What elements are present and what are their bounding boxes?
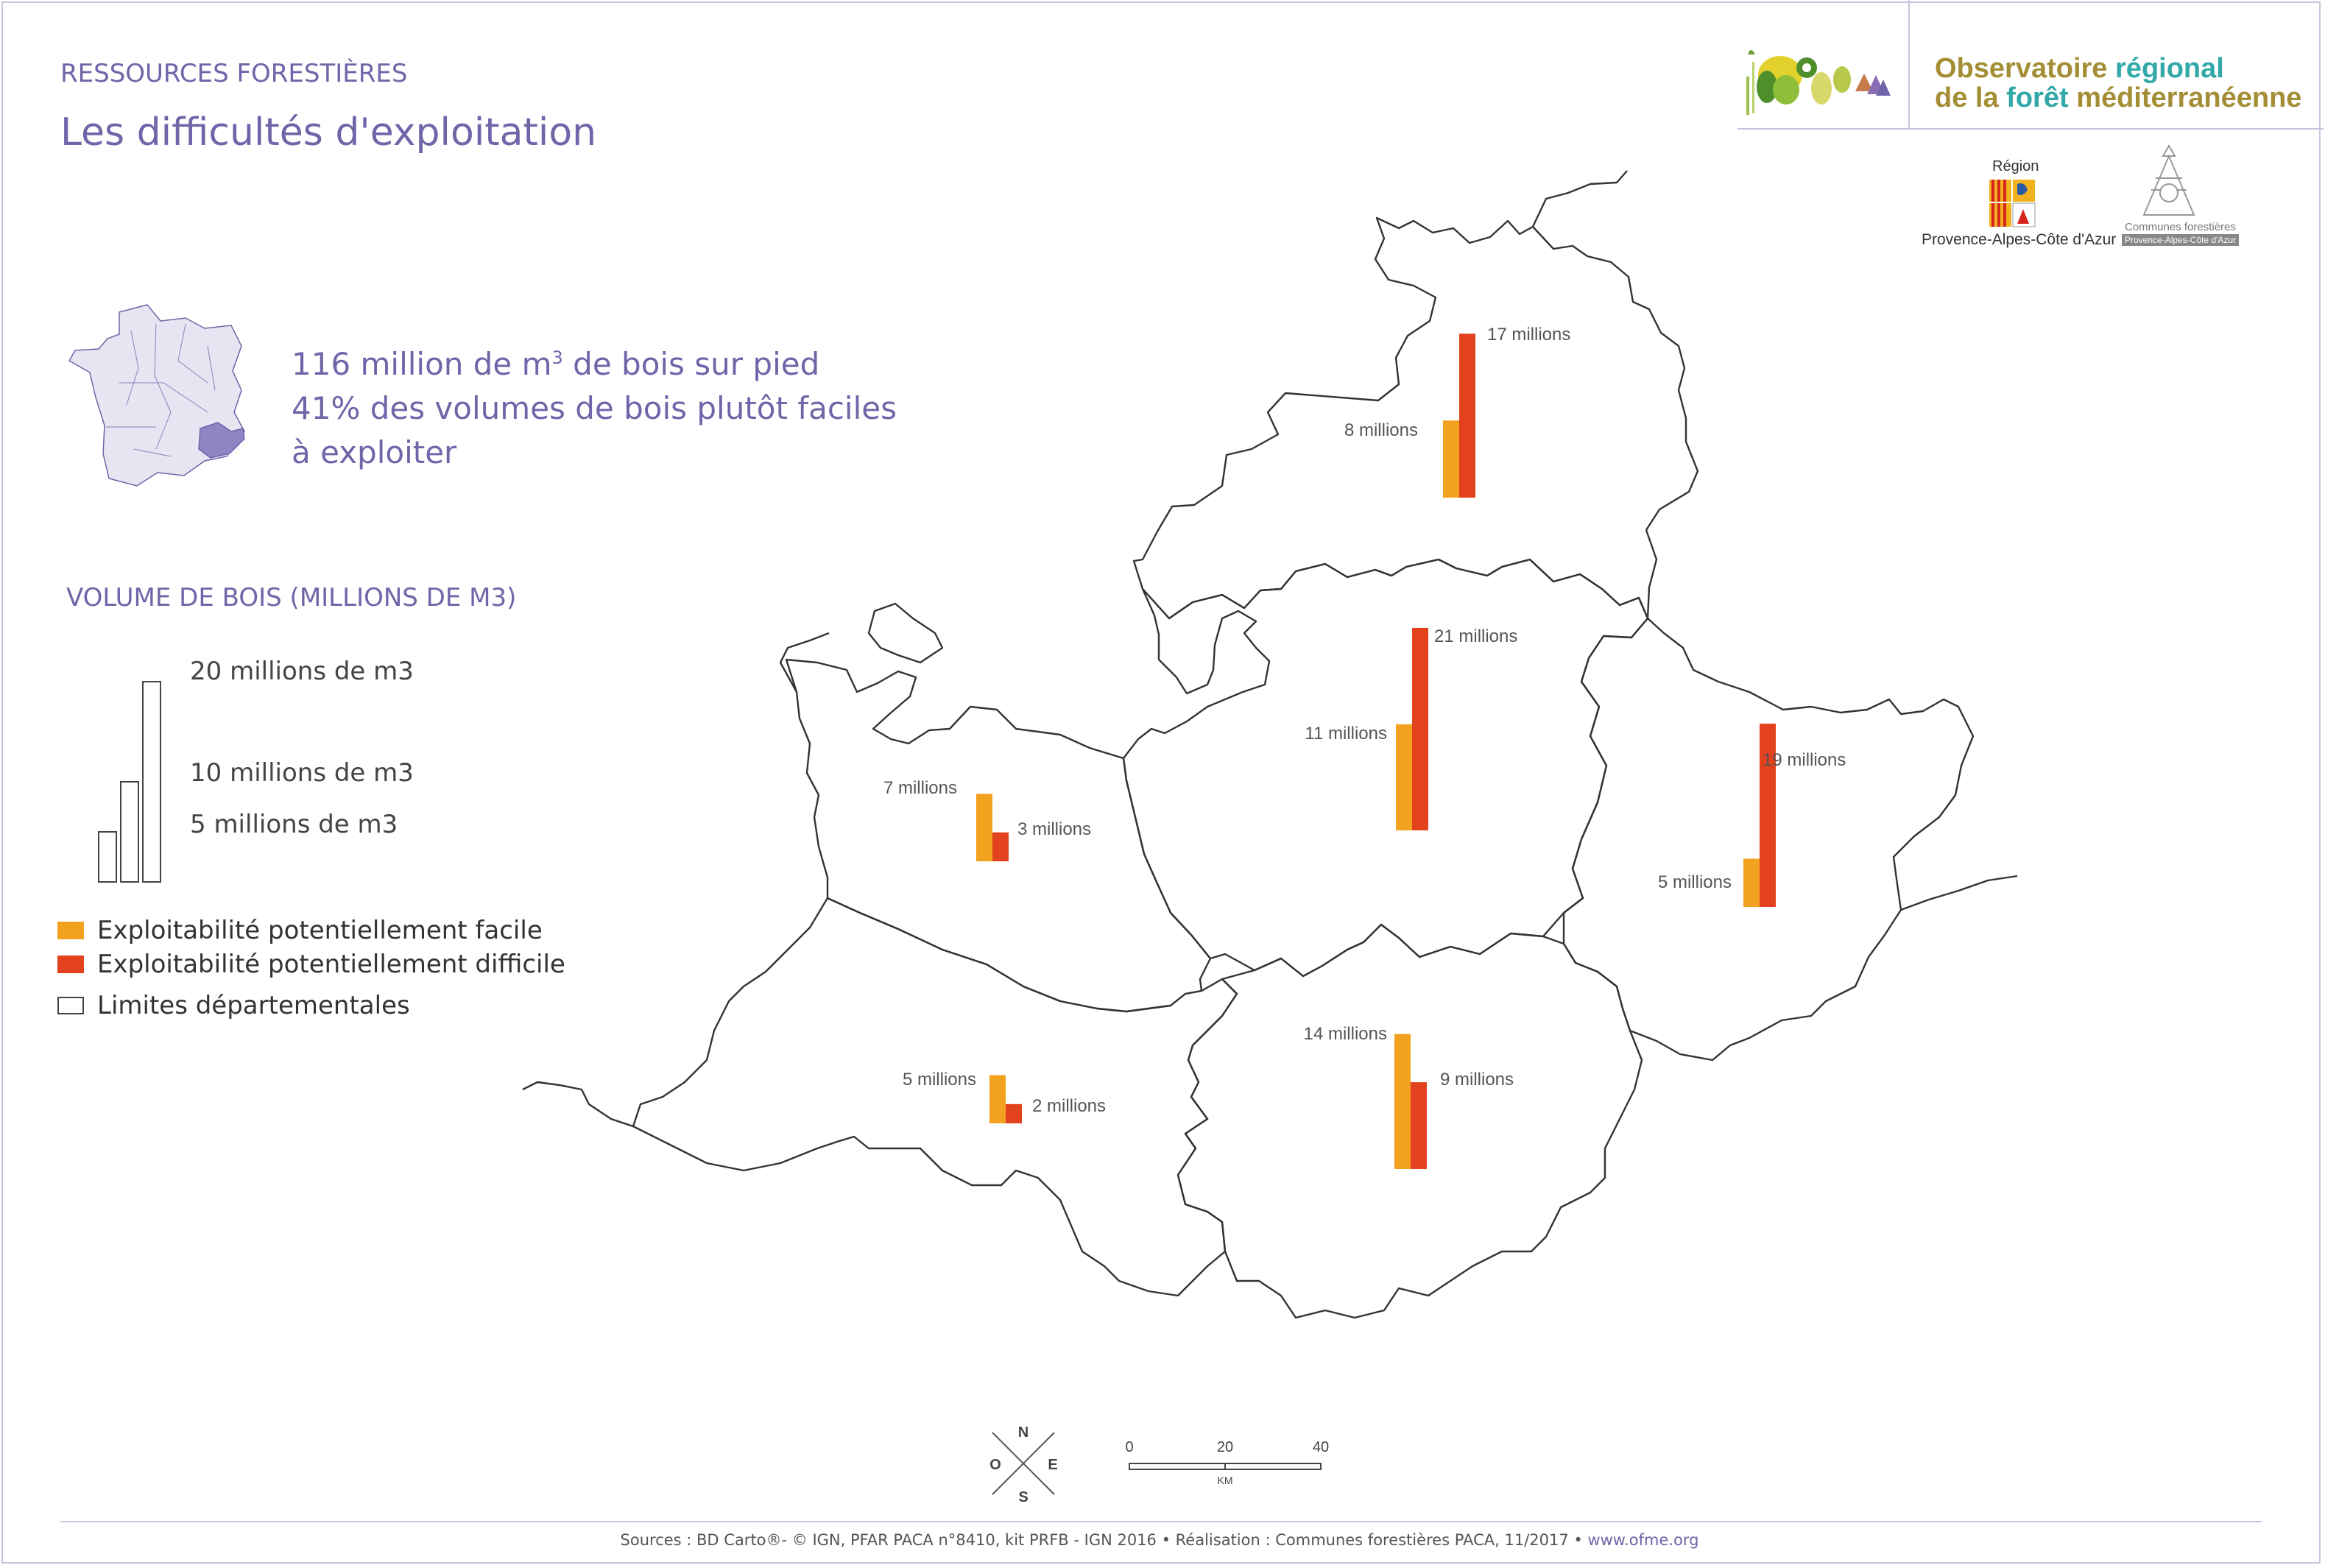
paca-highlight: [198, 422, 245, 459]
bar-difficile-2: [1760, 724, 1776, 907]
enclave-outline: [867, 602, 944, 664]
communes-forestieres-logo-icon: [2142, 144, 2195, 216]
bar-difficile-5: [1411, 1082, 1427, 1169]
scale-bar: 0 20 40 KM: [1125, 1439, 1329, 1486]
border-italy-north: [1531, 170, 1628, 227]
department-bouches-du-rhone: [632, 897, 1238, 1297]
footer-rule: [60, 1521, 2262, 1522]
legend-scale-20-label: 20 millions de m3: [190, 657, 414, 686]
page-title: Les difficultés d'exploitation: [60, 110, 597, 155]
stat-easy-share-continued: à exploiter: [292, 434, 457, 470]
compass-n: N: [1018, 1424, 1029, 1441]
legend-scale-5-label: 5 millions de m3: [190, 810, 398, 839]
ofme-logo: [1746, 50, 1891, 115]
legend-bar-10: [120, 781, 139, 883]
communes-forestieres-region-label: Provence-Alpes-Côte d'Azur: [2122, 234, 2240, 246]
bar-facile-3: [976, 794, 992, 861]
ofme-title-line-2: de la forêt méditerranéenne: [1935, 82, 2302, 113]
department-var: [1176, 923, 1643, 1319]
bar-label-facile-0: 8 millions: [1344, 420, 1418, 440]
bar-label-difficile-1: 21 millions: [1434, 626, 1517, 646]
footer-sources-text: Sources : BD Carto®- © IGN, PFAR PACA n°…: [620, 1531, 1588, 1549]
department-hautes-alpes: [1132, 216, 1699, 620]
stat-total-volume: 116 million de m3 de bois sur pied: [292, 346, 820, 382]
compass-e: E: [1048, 1457, 1057, 1473]
compass-s: S: [1018, 1489, 1028, 1505]
communes-forestieres-label: Communes forestières: [2125, 221, 2236, 233]
scale-tick-20: 20: [1217, 1439, 1233, 1455]
legend-bar-5: [98, 831, 117, 883]
compass-rose-icon: N S E O: [989, 1424, 1057, 1505]
footer-sources: Sources : BD Carto®- © IGN, PFAR PACA n°…: [0, 1531, 2319, 1549]
legend-bar-20: [142, 681, 161, 883]
legend-title: VOLUME DE BOIS (MILLIONS DE M3): [66, 583, 517, 612]
legend-label-limites: Limites départementales: [97, 991, 410, 1020]
scale-tick-0: 0: [1125, 1439, 1133, 1455]
region-label: Région: [1992, 158, 2039, 174]
bar-difficile-0: [1459, 333, 1475, 498]
footer-url-link[interactable]: www.ofme.org: [1587, 1531, 1699, 1549]
bar-label-difficile-4: 2 millions: [1032, 1096, 1106, 1116]
stat-easy-share: 41% des volumes de bois plutôt faciles: [292, 390, 897, 426]
region-name: Provence-Alpes-Côte d'Azur: [1922, 231, 2117, 248]
bar-label-difficile-2: 19 millions: [1763, 750, 1846, 770]
ofme-title-line-1: Observatoire régional: [1935, 53, 2224, 84]
scale-unit: KM: [1218, 1475, 1233, 1486]
france-locator-map: [68, 304, 245, 487]
bar-label-difficile-3: 3 millions: [1017, 819, 1091, 839]
border-italy-south: [1900, 875, 2018, 911]
bar-facile-0: [1443, 420, 1459, 498]
bar-facile-5: [1394, 1034, 1411, 1169]
department-vaucluse: [785, 658, 1212, 1013]
legend-item-difficile: Exploitabilité potentiellement difficile: [57, 950, 565, 979]
legend-swatch-difficile: [57, 956, 84, 973]
legend-item-facile: Exploitabilité potentiellement facile: [57, 916, 543, 945]
bar-label-facile-4: 5 millions: [903, 1070, 976, 1090]
bar-label-facile-3: 7 millions: [883, 778, 957, 798]
region-shield-icon: [1989, 180, 2036, 227]
legend-scale-10-label: 10 millions de m3: [190, 758, 414, 788]
compass-o: O: [989, 1457, 1001, 1473]
legend-swatch-limites: [57, 997, 84, 1014]
section-label: RESSOURCES FORESTIÈRES: [60, 59, 408, 88]
department-alpes-de-haute-provence: [1122, 558, 1649, 978]
header-divider: [1908, 0, 1910, 130]
legend-label-difficile: Exploitabilité potentiellement difficile: [97, 950, 565, 979]
bar-label-facile-5: 14 millions: [1304, 1024, 1387, 1044]
bar-label-facile-2: 5 millions: [1658, 872, 1732, 892]
bar-label-facile-1: 11 millions: [1305, 724, 1387, 744]
bar-difficile-3: [992, 832, 1009, 861]
bar-difficile-1: [1412, 627, 1428, 830]
bar-difficile-4: [1006, 1103, 1022, 1123]
bar-facile-2: [1743, 858, 1760, 907]
legend-swatch-facile: [57, 922, 84, 939]
bar-facile-4: [989, 1075, 1006, 1123]
rhone-coast-west: [522, 1081, 634, 1128]
header-underline: [1737, 128, 2324, 130]
legend-label-facile: Exploitabilité potentiellement facile: [97, 916, 543, 945]
bar-facile-1: [1396, 724, 1412, 830]
bar-label-difficile-0: 17 millions: [1487, 325, 1570, 345]
drome-border: [779, 632, 830, 693]
scale-tick-40: 40: [1313, 1439, 1329, 1455]
legend-scale-bars: [98, 681, 161, 883]
bar-label-difficile-5: 9 millions: [1440, 1070, 1514, 1090]
legend-item-limites: Limites départementales: [57, 991, 410, 1020]
department-alpes-maritimes: [1562, 617, 1975, 1062]
